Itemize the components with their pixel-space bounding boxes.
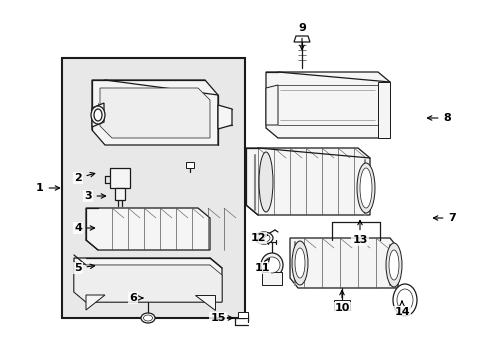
Polygon shape: [377, 82, 389, 138]
Text: 4: 4: [74, 223, 94, 233]
Polygon shape: [110, 168, 130, 188]
Ellipse shape: [356, 163, 374, 213]
Polygon shape: [265, 72, 389, 138]
Polygon shape: [238, 312, 247, 318]
Polygon shape: [92, 103, 104, 127]
Ellipse shape: [396, 289, 412, 311]
Text: 12: 12: [250, 233, 266, 243]
Ellipse shape: [264, 257, 280, 273]
Text: 11: 11: [254, 258, 269, 273]
Polygon shape: [265, 85, 278, 125]
Text: 2: 2: [74, 172, 95, 183]
Text: 15: 15: [210, 313, 232, 323]
Text: 7: 7: [432, 213, 455, 223]
Polygon shape: [86, 295, 105, 310]
Ellipse shape: [388, 250, 398, 280]
Text: 9: 9: [298, 23, 305, 50]
Ellipse shape: [291, 241, 307, 285]
Ellipse shape: [261, 253, 283, 277]
Polygon shape: [245, 148, 369, 215]
Ellipse shape: [259, 152, 272, 212]
Text: 5: 5: [74, 263, 95, 273]
Polygon shape: [92, 80, 218, 145]
Bar: [62, 58, 244, 318]
Text: 14: 14: [393, 301, 409, 317]
Polygon shape: [86, 208, 209, 250]
Polygon shape: [262, 272, 282, 285]
Ellipse shape: [294, 248, 305, 278]
Ellipse shape: [143, 315, 152, 321]
Ellipse shape: [392, 284, 416, 316]
Ellipse shape: [141, 313, 155, 323]
Polygon shape: [195, 295, 215, 310]
Text: 6: 6: [129, 293, 142, 303]
Polygon shape: [74, 258, 222, 302]
Polygon shape: [115, 188, 125, 200]
Ellipse shape: [94, 109, 102, 121]
Polygon shape: [74, 262, 222, 302]
Polygon shape: [218, 105, 231, 129]
Polygon shape: [100, 88, 209, 138]
Polygon shape: [333, 300, 349, 310]
Ellipse shape: [359, 168, 371, 208]
Text: 3: 3: [84, 191, 105, 201]
Text: 8: 8: [427, 113, 450, 123]
Ellipse shape: [385, 243, 401, 287]
Text: 13: 13: [351, 220, 367, 245]
Text: 1: 1: [36, 183, 60, 193]
Polygon shape: [185, 162, 194, 168]
Ellipse shape: [254, 232, 272, 244]
Ellipse shape: [258, 234, 269, 242]
Polygon shape: [293, 36, 309, 42]
Polygon shape: [289, 238, 397, 288]
Ellipse shape: [91, 106, 105, 124]
Text: 10: 10: [334, 291, 349, 313]
